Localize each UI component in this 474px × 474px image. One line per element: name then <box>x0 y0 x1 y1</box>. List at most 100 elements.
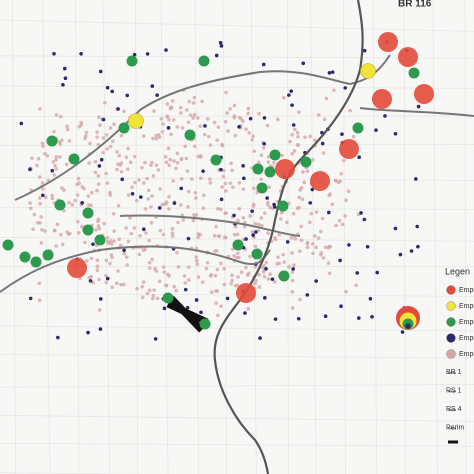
street <box>135 0 139 474</box>
point <box>170 234 175 238</box>
point <box>122 109 126 114</box>
point <box>209 290 214 294</box>
point <box>37 281 42 286</box>
point <box>165 102 170 106</box>
point <box>290 251 294 255</box>
point <box>149 220 154 225</box>
point <box>250 138 255 142</box>
point <box>196 116 200 120</box>
legend-label: Empr <box>459 303 474 310</box>
point <box>267 185 272 190</box>
point <box>88 279 93 283</box>
point <box>176 265 181 269</box>
point <box>393 131 398 136</box>
point <box>236 275 240 279</box>
point <box>87 275 91 280</box>
point <box>154 136 159 141</box>
point <box>232 103 237 108</box>
point <box>275 261 280 266</box>
point <box>153 266 157 271</box>
point <box>194 255 199 259</box>
point <box>187 99 192 104</box>
point <box>308 134 313 139</box>
point <box>276 117 280 122</box>
point <box>248 254 252 259</box>
point <box>330 70 335 74</box>
point <box>30 156 34 161</box>
point <box>77 124 82 129</box>
point <box>141 134 146 138</box>
point <box>157 135 162 139</box>
point <box>321 256 326 260</box>
point <box>174 288 178 293</box>
point <box>237 181 242 185</box>
point <box>323 314 328 319</box>
point <box>216 125 221 129</box>
point <box>152 109 156 113</box>
point <box>85 259 89 263</box>
point <box>186 205 190 209</box>
point <box>87 161 91 165</box>
point <box>220 185 224 189</box>
point <box>239 270 244 275</box>
point <box>241 164 245 168</box>
point <box>132 154 137 159</box>
point <box>338 258 342 263</box>
point <box>215 289 219 293</box>
point <box>224 189 228 193</box>
street <box>0 384 474 388</box>
point <box>39 241 44 245</box>
point <box>193 144 197 149</box>
point <box>38 107 42 111</box>
point <box>108 126 113 130</box>
marker-green <box>252 163 264 175</box>
point <box>368 296 373 301</box>
street <box>403 0 406 474</box>
point <box>52 173 56 177</box>
point <box>95 258 100 263</box>
point <box>340 222 345 227</box>
point <box>164 200 169 204</box>
point <box>124 226 128 230</box>
point <box>309 211 314 216</box>
road <box>14 54 391 201</box>
point <box>342 158 346 163</box>
point <box>194 298 199 302</box>
point <box>126 239 131 244</box>
point <box>205 260 210 265</box>
point <box>149 205 153 209</box>
point <box>179 111 183 115</box>
point <box>215 138 219 143</box>
point <box>158 187 162 191</box>
point <box>104 273 108 278</box>
point <box>191 101 196 105</box>
point <box>416 104 421 109</box>
point <box>117 237 122 242</box>
point <box>222 282 227 287</box>
point <box>152 288 156 292</box>
point <box>52 228 57 233</box>
point <box>58 114 63 119</box>
point <box>124 255 129 259</box>
point <box>175 151 180 156</box>
point <box>346 189 351 194</box>
point <box>125 263 129 267</box>
point <box>263 296 267 300</box>
point <box>311 158 315 162</box>
point <box>119 133 124 138</box>
point <box>220 142 224 147</box>
point <box>126 193 131 197</box>
marker-green <box>19 251 31 263</box>
point <box>237 115 242 120</box>
point <box>339 304 343 309</box>
point <box>223 181 228 186</box>
marker-green <box>94 234 106 246</box>
river <box>213 0 364 474</box>
point <box>157 279 162 284</box>
point <box>415 224 419 229</box>
point <box>149 163 153 167</box>
street <box>432 0 438 474</box>
street <box>342 0 346 474</box>
point <box>357 155 361 160</box>
